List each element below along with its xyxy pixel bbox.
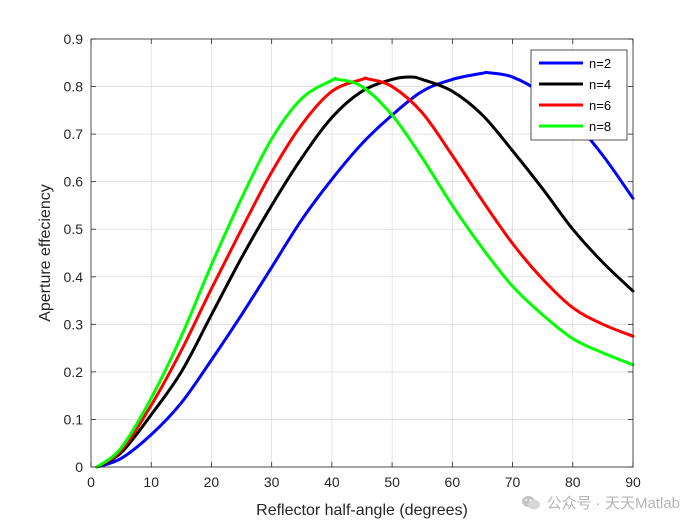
x-tick-label: 10 [143,474,159,490]
x-tick-label: 40 [324,474,340,490]
y-tick-label: 0.6 [64,174,84,190]
y-tick-label: 0 [75,459,83,475]
series-line-n-4 [95,75,635,469]
tick-labels: 0 10 20 30 40 50 60 70 80 90 0 0.1 0.2 0.3 0.4 0.5 0.6 0.… [64,31,641,490]
x-axis-label: Reflector half-angle (degrees) [256,502,468,519]
x-tick-label: 20 [204,474,220,490]
x-tick-label: 50 [384,474,400,490]
watermark-text: 公众号 · 天天Matlab [546,495,680,512]
y-tick-label: 0.8 [64,79,84,95]
y-tick-label: 0.1 [64,411,84,427]
y-tick-label: 0.7 [64,126,84,142]
series-line-n-8 [95,76,635,469]
plot-frame [90,38,634,468]
wechat-icon [521,495,540,509]
watermark: 公众号 · 天天Matlab [521,492,680,513]
x-tick-label: 30 [264,474,280,490]
y-tick-label: 0.4 [64,269,84,285]
series-line-n-6 [95,76,635,469]
axis-ticks [90,38,634,468]
x-tick-label: 80 [565,474,581,490]
y-axis-label: Aperture effeciency [37,184,54,322]
y-tick-label: 0.9 [64,31,84,47]
y-tick-label: 0.5 [64,221,84,237]
legend-label: n=2 [589,56,611,71]
y-tick-label: 0.3 [64,316,84,332]
legend-label: n=8 [589,119,611,134]
y-tick-label: 0.2 [64,364,84,380]
legend-label: n=6 [589,98,611,113]
x-tick-label: 70 [505,474,521,490]
series-lines [95,70,635,469]
x-tick-label: 60 [445,474,461,490]
legend-label: n=4 [589,77,611,92]
x-tick-label: 0 [87,474,95,490]
x-tick-label: 90 [625,474,641,490]
legend: n=2 n=4 n=6 n=8 [530,49,628,141]
